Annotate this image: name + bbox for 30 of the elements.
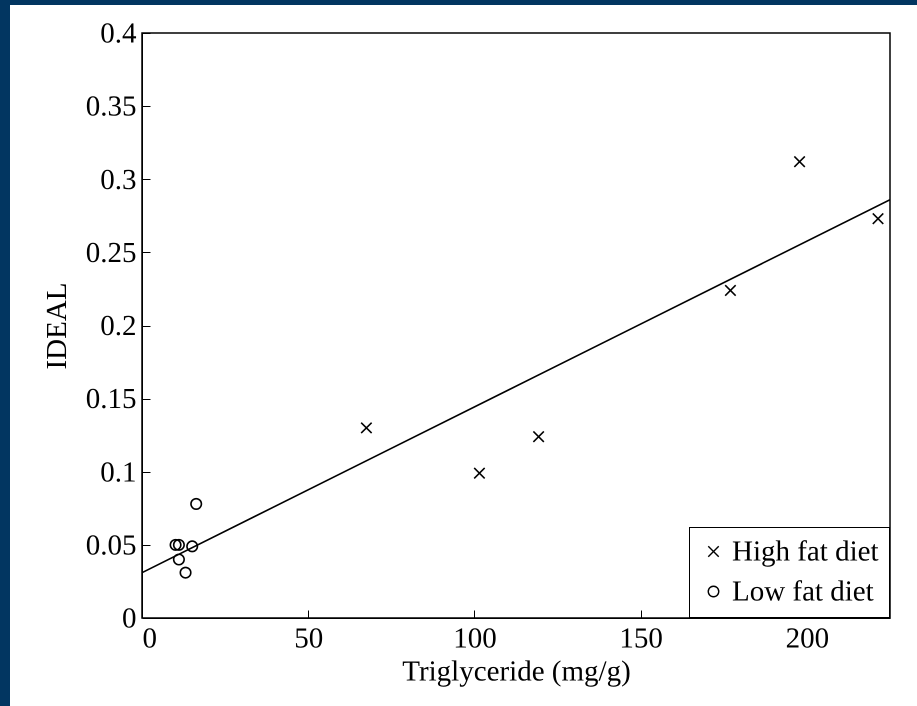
point [180, 566, 192, 579]
point [360, 422, 372, 434]
point [532, 430, 545, 443]
x-axis-title: Triglyceride (mg/g) [402, 656, 631, 688]
x-tick-label: 150 [619, 622, 663, 654]
point [794, 156, 806, 168]
y-tick-label: 0.15 [86, 383, 136, 416]
point [172, 538, 185, 551]
y-tick-label: 0.35 [86, 90, 136, 123]
point [186, 540, 198, 552]
x-tick-label: 50 [294, 622, 324, 654]
x-tick-label: 100 [453, 622, 497, 654]
y-tick-label: 0 [122, 602, 136, 634]
y-axis-title: IDEAL [40, 282, 73, 370]
legend-label: High fat diet [732, 536, 879, 568]
y-tick-label: 0.1 [100, 456, 136, 488]
legend-label: Low fat diet [732, 576, 874, 608]
point [473, 467, 486, 480]
y-tick-label: 0.4 [100, 18, 137, 50]
y-tick-label: 0.25 [86, 236, 136, 269]
point [172, 553, 185, 566]
point [190, 498, 202, 510]
point [872, 212, 884, 225]
y-tick-label: 0.05 [86, 529, 136, 562]
point [170, 538, 182, 551]
y-tick-label: 0.3 [100, 164, 136, 196]
point [724, 284, 736, 296]
x-tick-label: 200 [786, 622, 830, 654]
x-tick-label: 0 [142, 622, 157, 654]
y-tick-label: 0.2 [100, 310, 136, 342]
